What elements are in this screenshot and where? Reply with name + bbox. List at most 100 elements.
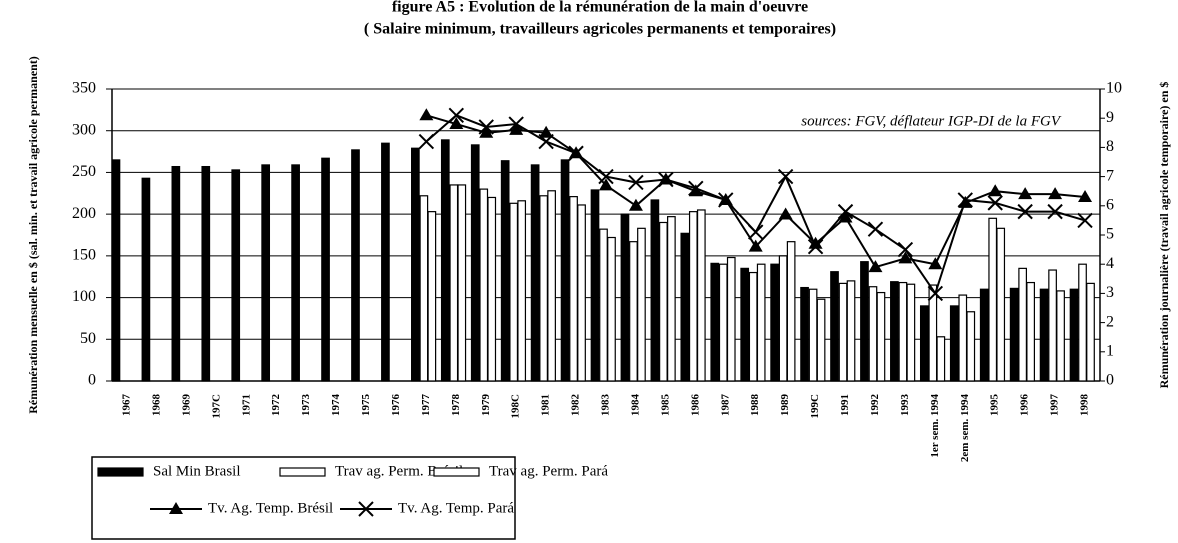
x-tick-label: 1993 <box>899 394 911 417</box>
bar <box>979 288 989 382</box>
legend-label: Sal Min Brasil <box>153 463 241 479</box>
marker-x <box>448 107 465 123</box>
legend-swatch <box>97 467 144 477</box>
annotation: sources: FGV, déflateur IGP-DI de la FGV <box>801 113 1062 129</box>
bar <box>470 144 480 382</box>
bar <box>381 142 390 382</box>
bar <box>201 165 211 382</box>
x-tick-label: 1988 <box>749 394 761 417</box>
y-tick-label: 300 <box>72 121 96 138</box>
marker-triangle <box>599 178 613 191</box>
bar <box>427 211 437 382</box>
bar <box>500 160 510 382</box>
x-tick-label: 1979 <box>480 394 492 417</box>
x-tick-label: 1995 <box>989 394 1001 417</box>
bar <box>560 159 570 382</box>
x-tick-label: 1968 <box>150 394 162 417</box>
legend-swatch <box>279 467 326 477</box>
y-tick-label: 0 <box>88 372 96 389</box>
bar <box>860 261 869 382</box>
marker-triangle <box>1078 190 1093 203</box>
bar <box>1069 288 1079 382</box>
x-tick-label: 1967 <box>121 394 133 417</box>
marker-x <box>418 133 435 150</box>
y2-axis-label: Rémunération journalière (travail agrico… <box>1157 82 1171 389</box>
bar <box>620 213 630 382</box>
bar <box>756 263 766 382</box>
bar <box>830 271 839 382</box>
marker-x <box>987 195 1003 211</box>
bar <box>457 184 467 382</box>
y-tick-label: 350 <box>72 80 96 97</box>
bar <box>351 149 360 382</box>
bar <box>547 190 556 382</box>
bar <box>321 157 330 382</box>
bar <box>411 147 420 382</box>
marker-x <box>538 133 554 150</box>
marker-triangle <box>988 184 1003 197</box>
bar <box>569 196 578 382</box>
bar <box>171 165 181 382</box>
x-tick-label: 199C <box>809 394 821 419</box>
legend-label: Tv. Ag. Temp. Brésil <box>208 500 333 516</box>
y-tick-label: 200 <box>72 205 96 222</box>
marker-x <box>658 171 674 188</box>
marker-x <box>867 221 884 237</box>
bar <box>868 286 878 382</box>
y2-tick-label: 10 <box>1106 80 1122 97</box>
bar <box>479 188 489 382</box>
bar <box>1048 269 1057 382</box>
bar <box>770 263 779 382</box>
marker-triangle <box>449 117 464 130</box>
bar <box>261 164 271 382</box>
bar <box>726 256 736 382</box>
bar <box>667 216 676 382</box>
bar <box>718 263 728 382</box>
bar <box>650 199 660 382</box>
bar <box>659 221 668 382</box>
bar <box>1078 263 1087 382</box>
bar <box>996 227 1006 382</box>
x-tick-label: 1981 <box>540 394 552 416</box>
chart-title: figure A5 : Evolution de la rémunération… <box>392 0 808 16</box>
y2-tick-label: 4 <box>1106 255 1114 272</box>
bar <box>419 195 429 382</box>
y2-tick-label: 5 <box>1106 226 1114 243</box>
marker-x <box>837 203 854 220</box>
x-tick-label: 1997 <box>1049 394 1061 417</box>
x-tick-label: 1987 <box>719 394 731 417</box>
legend-label: Tv. Ag. Temp. Pará <box>398 500 514 516</box>
marker-triangle <box>688 184 703 197</box>
marker-x <box>628 174 644 191</box>
y2-tick-label: 2 <box>1106 313 1114 330</box>
bar <box>988 217 998 382</box>
x-tick-label: 1969 <box>180 394 192 417</box>
x-tick-label: 1974 <box>330 394 342 417</box>
marker-x <box>598 168 614 185</box>
bar <box>530 164 540 382</box>
marker-triangle <box>628 198 643 211</box>
marker-x <box>1047 203 1063 220</box>
bar <box>928 284 938 382</box>
marker-x <box>897 241 914 258</box>
bar <box>786 241 796 382</box>
marker-x <box>478 119 494 135</box>
x-tick-label: 1973 <box>300 394 312 417</box>
bar <box>958 294 968 382</box>
legend-swatch <box>433 467 480 477</box>
marker-triangle <box>479 125 494 138</box>
x-tick-label: 2em sem. 1994 <box>959 394 971 463</box>
bar <box>846 280 856 382</box>
bar <box>1086 282 1095 382</box>
marker-x <box>807 238 824 255</box>
bar <box>629 241 638 382</box>
x-tick-label: 1986 <box>689 394 701 417</box>
bar <box>898 281 908 382</box>
y-tick-label: 50 <box>80 330 96 347</box>
bar <box>800 286 809 382</box>
x-tick-label: 1971 <box>240 394 252 416</box>
bar <box>1009 287 1019 382</box>
x-tick-label: 1985 <box>659 394 671 417</box>
legend-label: Trav ag. Perm. Brésil <box>335 463 463 479</box>
